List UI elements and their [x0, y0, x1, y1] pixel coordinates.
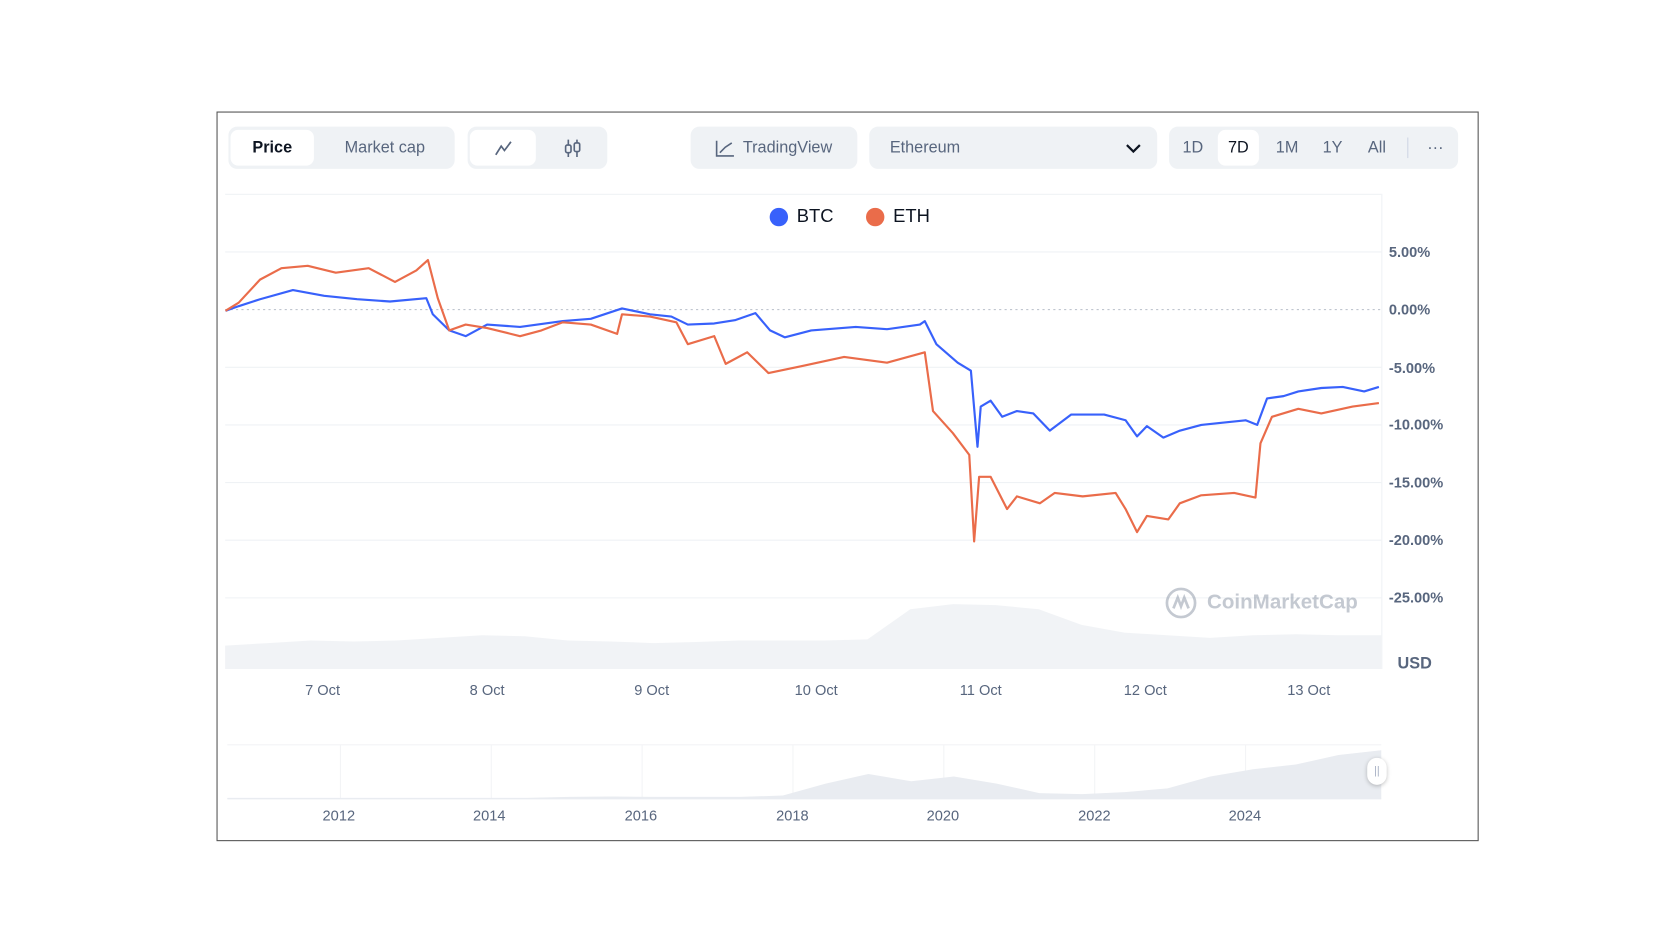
navigator-year-label: 2022	[1078, 807, 1111, 824]
range-1y[interactable]: 1Y	[1322, 138, 1343, 157]
tradingview-chart-icon	[716, 140, 735, 157]
y-tick-label: 5.00%	[1388, 244, 1431, 261]
y-tick-label: -10.00%	[1388, 416, 1444, 433]
x-tick-label: 10 Oct	[794, 682, 838, 699]
watermark-text: CoinMarketCap	[1206, 591, 1358, 614]
range-1m[interactable]: 1M	[1275, 138, 1299, 157]
x-tick-label: 11 Oct	[959, 682, 1002, 699]
plot-right-border	[1381, 193, 1383, 670]
range-7d[interactable]: 7D	[1217, 129, 1259, 166]
legend-label-eth: ETH	[893, 205, 930, 227]
currency-unit-label: USD	[1397, 654, 1432, 673]
chart-type-group	[467, 126, 608, 169]
btc-legend-dot	[769, 207, 789, 226]
compare-select-value: Ethereum	[889, 138, 961, 157]
y-tick-label: -15.00%	[1388, 474, 1444, 491]
y-tick-label: 0.00%	[1388, 301, 1431, 318]
line-chart-icon	[494, 140, 512, 155]
y-tick-label: -20.00%	[1388, 532, 1444, 549]
range-separator	[1407, 137, 1409, 159]
navigator-year-label: 2020	[926, 807, 960, 824]
coinmarketcap-watermark: CoinMarketCap	[1165, 587, 1358, 619]
tradingview-label: TradingView	[742, 138, 833, 157]
navigator-year-label: 2014	[473, 807, 506, 824]
y-tick-label: -5.00%	[1388, 359, 1436, 377]
line-chart-button[interactable]	[469, 129, 536, 166]
time-range-group: 1D 7D 1M 1Y All ···	[1169, 126, 1459, 169]
x-tick-label: 7 Oct	[305, 682, 341, 699]
tab-price[interactable]: Price	[230, 129, 314, 166]
chart-frame	[216, 111, 1479, 842]
y-tick-label: -25.00%	[1388, 589, 1444, 606]
compare-select[interactable]: Ethereum	[869, 126, 1158, 169]
eth-legend-dot	[866, 207, 885, 226]
navigator-year-label: 2018	[776, 807, 809, 824]
metric-tab-group: Price Market cap	[228, 126, 455, 169]
candlestick-icon	[564, 139, 580, 157]
x-tick-label: 13 Oct	[1287, 682, 1331, 699]
more-options-button[interactable]: ···	[1427, 138, 1444, 157]
x-tick-label: 9 Oct	[634, 682, 670, 699]
range-1d[interactable]: 1D	[1182, 138, 1204, 157]
plot-top-border	[225, 193, 1382, 195]
navigator-year-label: 2012	[322, 807, 356, 824]
navigator-year-label: 2016	[624, 807, 658, 824]
chevron-down-icon	[1126, 143, 1141, 153]
legend-item-eth[interactable]: ETH	[866, 206, 930, 228]
legend-label-btc: BTC	[796, 205, 834, 227]
tab-market-cap[interactable]: Market cap	[344, 138, 425, 157]
range-all[interactable]: All	[1367, 138, 1386, 157]
navigator-year-label: 2024	[1228, 807, 1262, 824]
navigator-range-handle[interactable]: ||	[1367, 757, 1387, 785]
legend-item-btc[interactable]: BTC	[769, 205, 834, 228]
candlestick-button[interactable]	[539, 130, 605, 166]
x-tick-label: 12 Oct	[1123, 682, 1167, 699]
tradingview-button[interactable]: TradingView	[690, 126, 858, 169]
coinmarketcap-logo-icon	[1165, 587, 1197, 619]
x-tick-label: 8 Oct	[469, 682, 505, 699]
